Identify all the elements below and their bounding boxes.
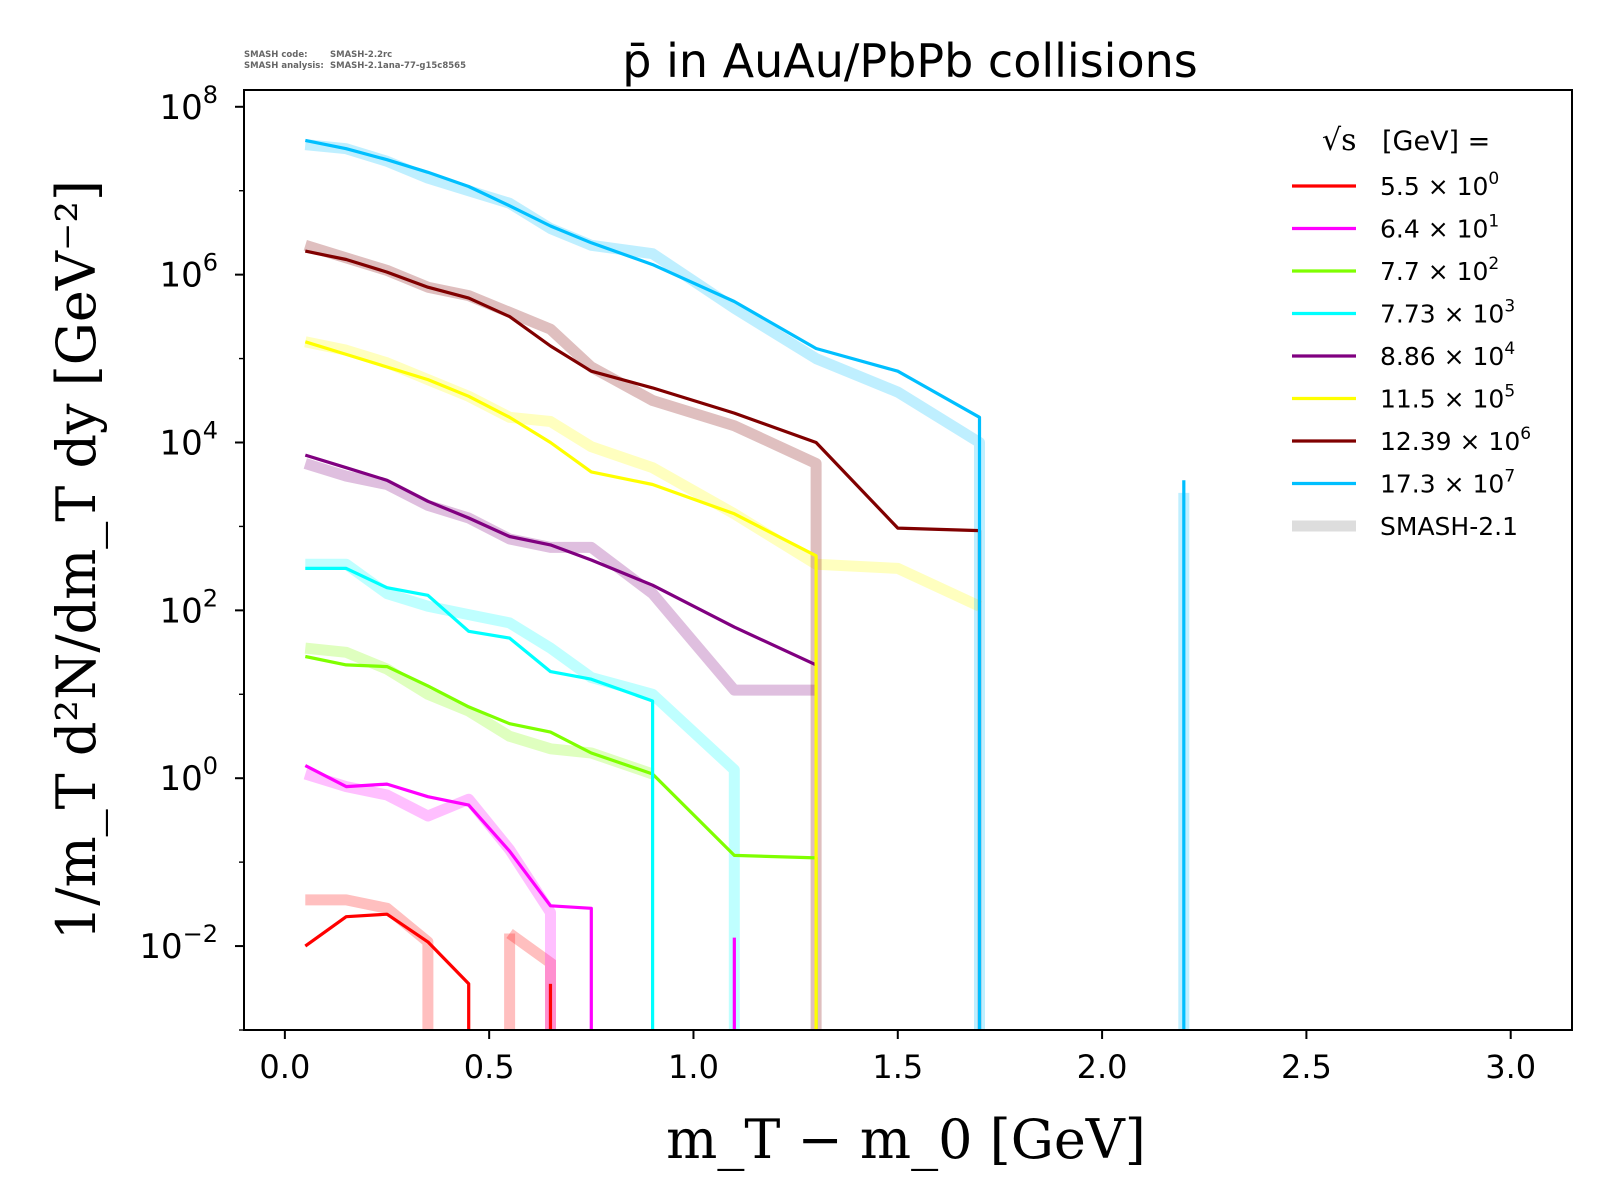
y-axis-label: 1/m_T d²N/dm_T dy [GeV⁻²] [45, 180, 108, 940]
legend-title: [GeV] = [1382, 126, 1490, 157]
y-tick-label: 102 [159, 584, 218, 631]
y-tick-label: 10−2 [139, 920, 218, 967]
legend: √s [GeV] = 5.5 × 100 6.4 × 101 7.7 × 102 7.… [1292, 123, 1531, 541]
x-tick-label: 2.0 [1077, 1048, 1128, 1086]
reference-curve-2 [304, 642, 655, 780]
reference-curve-7 [304, 139, 985, 1030]
reference-curve-3 [305, 558, 740, 1030]
legend-items: 5.5 × 100 6.4 × 101 7.7 × 102 7.73 × 103 8.8… [1292, 169, 1531, 541]
x-axis-label: m_T − m_0 [GeV] [666, 1108, 1146, 1171]
legend-label: 11.5 × 105 [1380, 382, 1515, 414]
legend-label: 17.3 × 107 [1380, 467, 1515, 499]
code-value: SMASH-2.2rc [330, 50, 392, 60]
reference-curve-0 [305, 894, 434, 1030]
y-tick-label: 106 [159, 249, 218, 296]
analysis-value: SMASH-2.1ana-77-g15c8565 [330, 61, 466, 71]
series-line-3 [305, 566, 655, 1030]
legend-label: 7.7 × 102 [1380, 254, 1499, 286]
series-line-6 [304, 249, 982, 1030]
legend-label: 8.86 × 104 [1380, 339, 1515, 371]
code-label: SMASH code: [244, 50, 307, 60]
legend-label: 7.73 × 103 [1380, 297, 1515, 329]
series-curves [304, 138, 1186, 1030]
x-tick-label: 3.0 [1485, 1048, 1536, 1086]
legend-reference-label: SMASH-2.1 [1380, 512, 1518, 541]
series-line-4 [304, 453, 817, 667]
series-line-1 [304, 764, 593, 1030]
reference-curves [303, 139, 1190, 1030]
version-info: SMASH code: SMASH-2.2rc SMASH analysis: … [244, 50, 466, 71]
y-axis-ticks: 108 106 104 102 100 10−2 [139, 81, 244, 1031]
legend-label: 12.39 × 106 [1380, 424, 1531, 456]
x-tick-label: 0.5 [464, 1048, 515, 1086]
legend-label: 6.4 × 101 [1380, 212, 1499, 244]
chart-title: p̄ in AuAu/PbPb collisions [622, 34, 1197, 88]
reference-curve-1 [303, 768, 556, 1030]
x-tick-label: 0.0 [259, 1048, 310, 1086]
x-tick-label: 1.0 [668, 1048, 719, 1086]
x-axis-ticks: 0.0 0.5 1.0 1.5 2.0 2.5 3.0 [259, 1030, 1536, 1086]
y-tick-label: 108 [159, 81, 218, 128]
legend-label: 5.5 × 100 [1380, 169, 1499, 201]
y-tick-label: 100 [159, 752, 218, 799]
x-tick-label: 2.5 [1281, 1048, 1332, 1086]
legend-title-symbol: √s [1322, 123, 1357, 158]
series-line-0 [304, 912, 471, 1030]
reference-curve-6 [303, 240, 822, 1030]
series-line-7 [304, 138, 982, 1030]
analysis-label: SMASH analysis: [244, 61, 324, 71]
y-tick-label: 104 [159, 417, 218, 464]
plot-frame [243, 89, 1573, 1031]
x-tick-label: 1.5 [872, 1048, 923, 1086]
reference-curve-4 [303, 458, 817, 696]
series-line-5 [304, 340, 818, 1030]
series-line-2 [304, 654, 818, 1030]
